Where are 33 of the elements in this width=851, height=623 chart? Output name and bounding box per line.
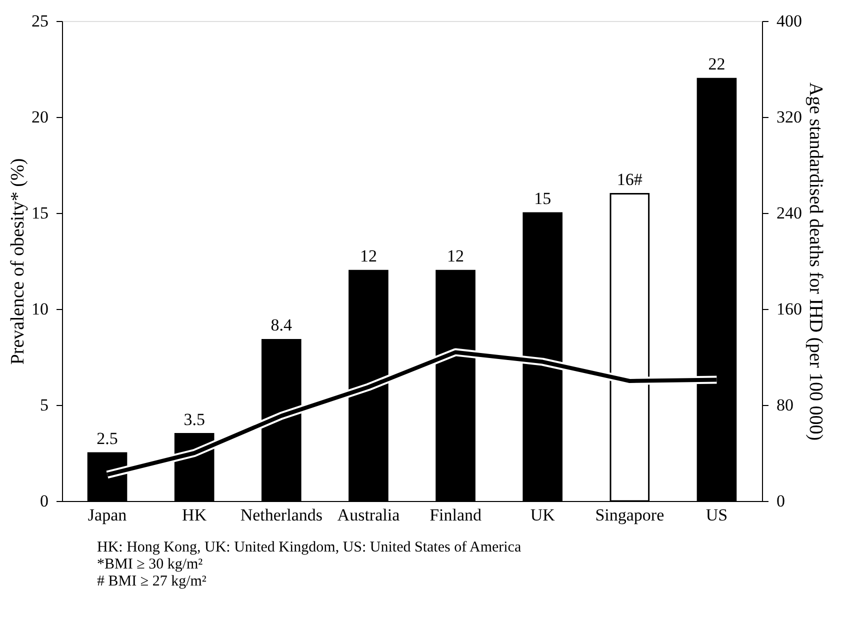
data-label: 2.5 <box>96 429 118 448</box>
data-label: 15 <box>534 189 552 208</box>
x-tick-label: Finland <box>430 506 482 524</box>
y-tick-label: 0 <box>40 492 48 510</box>
text: *BMI ≥ 30 kg/m² <box>97 556 204 572</box>
data-label: 16# <box>616 170 643 189</box>
y2-tick-label: 0 <box>776 492 785 510</box>
y2-tick-label: 160 <box>776 300 802 318</box>
y2-tick-label: 320 <box>776 108 802 126</box>
x-tick-label: Singapore <box>595 506 664 524</box>
data-label: 12 <box>360 246 377 266</box>
y2-tick-label: 400 <box>776 12 802 30</box>
y2-tick-label: 80 <box>776 396 794 414</box>
y2-axis-title: Age standardised deaths for IHD (per 100 000) <box>805 82 826 441</box>
x-tick-label: Japan <box>88 506 128 524</box>
x-tick-label: US <box>706 506 728 524</box>
y-axis-title: Prevalence of obesity* (%) <box>8 158 28 365</box>
data-label: 8.4 <box>270 316 293 335</box>
x-tick-label: Australia <box>337 506 400 524</box>
data-label: 3.5 <box>184 410 205 429</box>
x-tick-label: HK <box>182 506 208 524</box>
data-label: 22 <box>708 54 726 74</box>
y2-tick-label: 240 <box>776 204 802 222</box>
y-tick-label: 15 <box>32 204 48 222</box>
x-tick-label: Netherlands <box>240 506 322 524</box>
y-tick-label: 20 <box>32 108 48 126</box>
y-tick-label: 10 <box>32 300 48 318</box>
x-tick-label: UK <box>530 506 556 524</box>
y-tick-label: 25 <box>32 12 48 30</box>
y-tick-label: 5 <box>40 396 48 414</box>
text: HK: Hong Kong, UK: United Kingdom, US: United States of America <box>97 540 522 556</box>
text: # BMI ≥ 27 kg/m² <box>97 574 207 590</box>
data-label: 12 <box>447 246 464 266</box>
